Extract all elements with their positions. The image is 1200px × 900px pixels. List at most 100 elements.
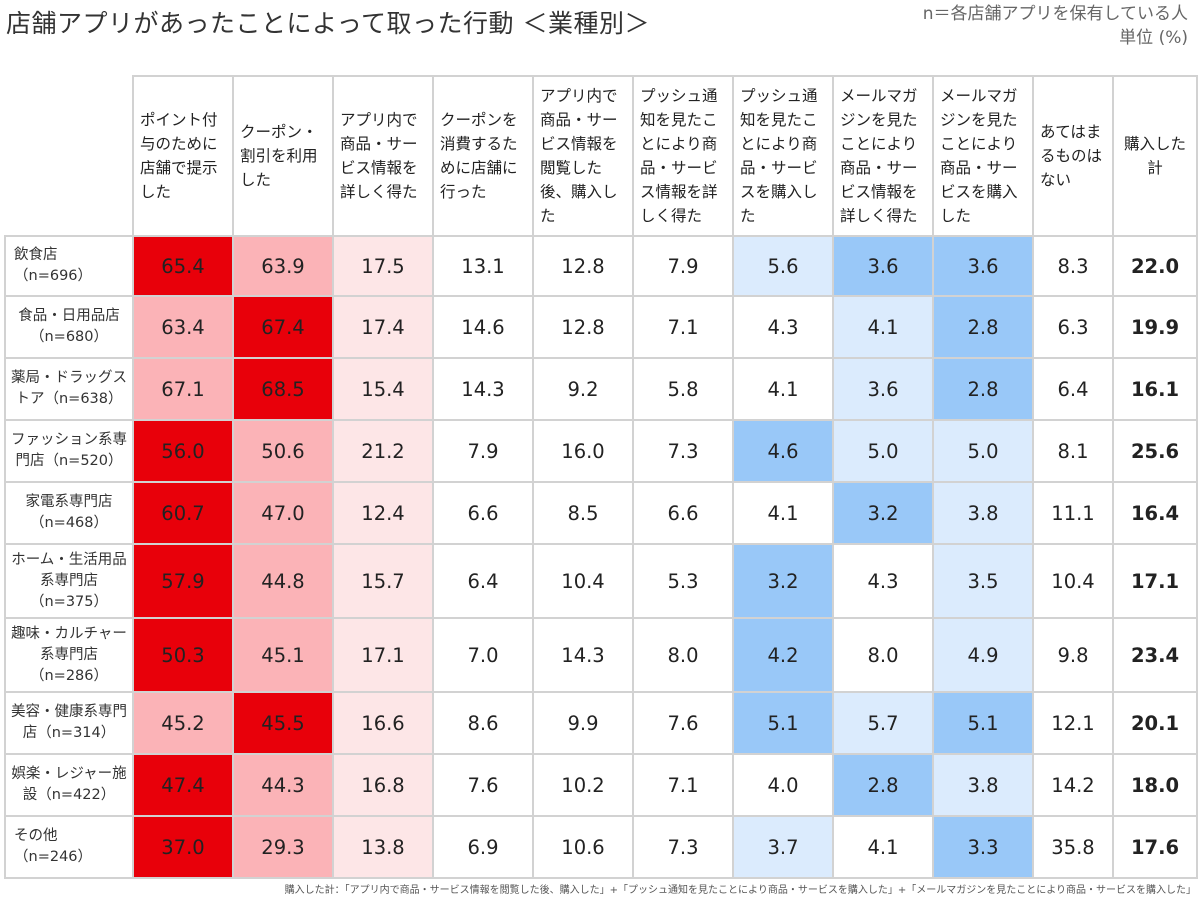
header-corner (4, 75, 134, 237)
results-table: ポイント付与のために店舗で提示した クーポン・割引を利用した アプリ内で商品・サービ… (4, 75, 1198, 879)
value-cell: 4.2 (732, 617, 834, 693)
value-cell: 3.5 (932, 543, 1034, 619)
value-cell: 14.3 (532, 617, 634, 693)
value-cell: 7.1 (632, 295, 734, 359)
value-cell: 6.9 (432, 815, 534, 879)
value-cell: 4.1 (832, 815, 934, 879)
table-row: 美容・健康系専門店（n=314） 45.2 45.5 16.6 8.6 9.9 7.6 5.1… (4, 691, 1198, 755)
value-cell: 3.6 (932, 235, 1034, 297)
value-cell: 7.3 (632, 815, 734, 879)
value-cell: 45.5 (232, 691, 334, 755)
value-cell: 16.8 (332, 753, 434, 817)
total-cell: 20.1 (1112, 691, 1198, 755)
value-cell: 60.7 (132, 481, 234, 545)
value-cell: 15.7 (332, 543, 434, 619)
value-cell: 8.5 (532, 481, 634, 545)
value-cell: 7.9 (432, 419, 534, 483)
value-cell: 8.0 (832, 617, 934, 693)
value-cell: 14.2 (1032, 753, 1114, 817)
table-row: 飲食店（n=696） 65.4 63.9 17.5 13.1 12.8 7.9 5.6 3.6 3… (4, 235, 1198, 297)
value-cell: 2.8 (832, 753, 934, 817)
table-body: 飲食店（n=696） 65.4 63.9 17.5 13.1 12.8 7.9 5.6 3.6 3… (4, 235, 1198, 879)
value-cell: 10.6 (532, 815, 634, 879)
column-header: 購入した計 (1112, 75, 1198, 237)
value-cell: 12.4 (332, 481, 434, 545)
value-cell: 14.6 (432, 295, 534, 359)
row-label: その他（n=246） (4, 815, 134, 879)
column-header: ポイント付与のために店舗で提示した (132, 75, 234, 237)
value-cell: 5.0 (832, 419, 934, 483)
value-cell: 45.1 (232, 617, 334, 693)
value-cell: 5.7 (832, 691, 934, 755)
value-cell: 56.0 (132, 419, 234, 483)
column-header: プッシュ通知を見たことにより商品・サービス情報を詳しく得た (632, 75, 734, 237)
value-cell: 65.4 (132, 235, 234, 297)
value-cell: 6.4 (432, 543, 534, 619)
column-header: クーポンを消費するために店舗に行った (432, 75, 534, 237)
value-cell: 7.9 (632, 235, 734, 297)
value-cell: 9.8 (1032, 617, 1114, 693)
table-row: 家電系専門店（n=468） 60.7 47.0 12.4 6.6 8.5 6.6 4.1 3.2… (4, 481, 1198, 545)
value-cell: 14.3 (432, 357, 534, 421)
value-cell: 5.6 (732, 235, 834, 297)
value-cell: 67.1 (132, 357, 234, 421)
value-cell: 17.4 (332, 295, 434, 359)
column-header: クーポン・割引を利用した (232, 75, 334, 237)
value-cell: 44.8 (232, 543, 334, 619)
column-header: アプリ内で商品・サービス情報を詳しく得た (332, 75, 434, 237)
value-cell: 7.6 (632, 691, 734, 755)
value-cell: 9.9 (532, 691, 634, 755)
value-cell: 8.6 (432, 691, 534, 755)
value-cell: 5.1 (932, 691, 1034, 755)
value-cell: 21.2 (332, 419, 434, 483)
value-cell: 3.3 (932, 815, 1034, 879)
value-cell: 8.1 (1032, 419, 1114, 483)
value-cell: 12.8 (532, 295, 634, 359)
value-cell: 10.4 (532, 543, 634, 619)
value-cell: 13.1 (432, 235, 534, 297)
value-cell: 47.4 (132, 753, 234, 817)
value-cell: 63.9 (232, 235, 334, 297)
value-cell: 7.6 (432, 753, 534, 817)
value-cell: 4.0 (732, 753, 834, 817)
value-cell: 10.4 (1032, 543, 1114, 619)
value-cell: 6.3 (1032, 295, 1114, 359)
value-cell: 2.8 (932, 357, 1034, 421)
value-cell: 12.8 (532, 235, 634, 297)
value-cell: 45.2 (132, 691, 234, 755)
value-cell: 63.4 (132, 295, 234, 359)
value-cell: 7.1 (632, 753, 734, 817)
table-row: 食品・日用品店（n=680） 63.4 67.4 17.4 14.6 12.8 7.1 4.3… (4, 295, 1198, 359)
table-row: ホーム・生活用品系専門店（n=375） 57.9 44.8 15.7 6.4 10.4 5.… (4, 543, 1198, 619)
total-cell: 17.1 (1112, 543, 1198, 619)
row-label: 家電系専門店（n=468） (4, 481, 134, 545)
value-cell: 4.1 (732, 481, 834, 545)
column-header: あてはまるものはない (1032, 75, 1114, 237)
total-cell: 17.6 (1112, 815, 1198, 879)
row-label: 美容・健康系専門店（n=314） (4, 691, 134, 755)
value-cell: 5.8 (632, 357, 734, 421)
total-cell: 22.0 (1112, 235, 1198, 297)
value-cell: 50.3 (132, 617, 234, 693)
value-cell: 16.0 (532, 419, 634, 483)
value-cell: 44.3 (232, 753, 334, 817)
value-cell: 3.2 (832, 481, 934, 545)
table-row: その他（n=246） 37.0 29.3 13.8 6.9 10.6 7.3 3.7 4.1 3.… (4, 815, 1198, 879)
footnote: 購入した計：「アプリ内で商品・サービス情報を閲覧した後、購入した」+「プッシュ通… (284, 885, 1196, 896)
total-cell: 25.6 (1112, 419, 1198, 483)
value-cell: 3.6 (832, 235, 934, 297)
value-cell: 47.0 (232, 481, 334, 545)
value-cell: 7.0 (432, 617, 534, 693)
column-header: メールマガジンを見たことにより商品・サービスを購入した (932, 75, 1034, 237)
column-header: メールマガジンを見たことにより商品・サービス情報を詳しく得た (832, 75, 934, 237)
value-cell: 17.1 (332, 617, 434, 693)
value-cell: 9.2 (532, 357, 634, 421)
unit-note-line: 単位 (%) (1119, 28, 1188, 48)
total-cell: 16.4 (1112, 481, 1198, 545)
value-cell: 5.1 (732, 691, 834, 755)
value-cell: 8.3 (1032, 235, 1114, 297)
value-cell: 4.3 (732, 295, 834, 359)
table-row: ファッション系専門店（n=520） 56.0 50.6 21.2 7.9 16.0 7.3 4… (4, 419, 1198, 483)
value-cell: 6.6 (632, 481, 734, 545)
value-cell: 15.4 (332, 357, 434, 421)
